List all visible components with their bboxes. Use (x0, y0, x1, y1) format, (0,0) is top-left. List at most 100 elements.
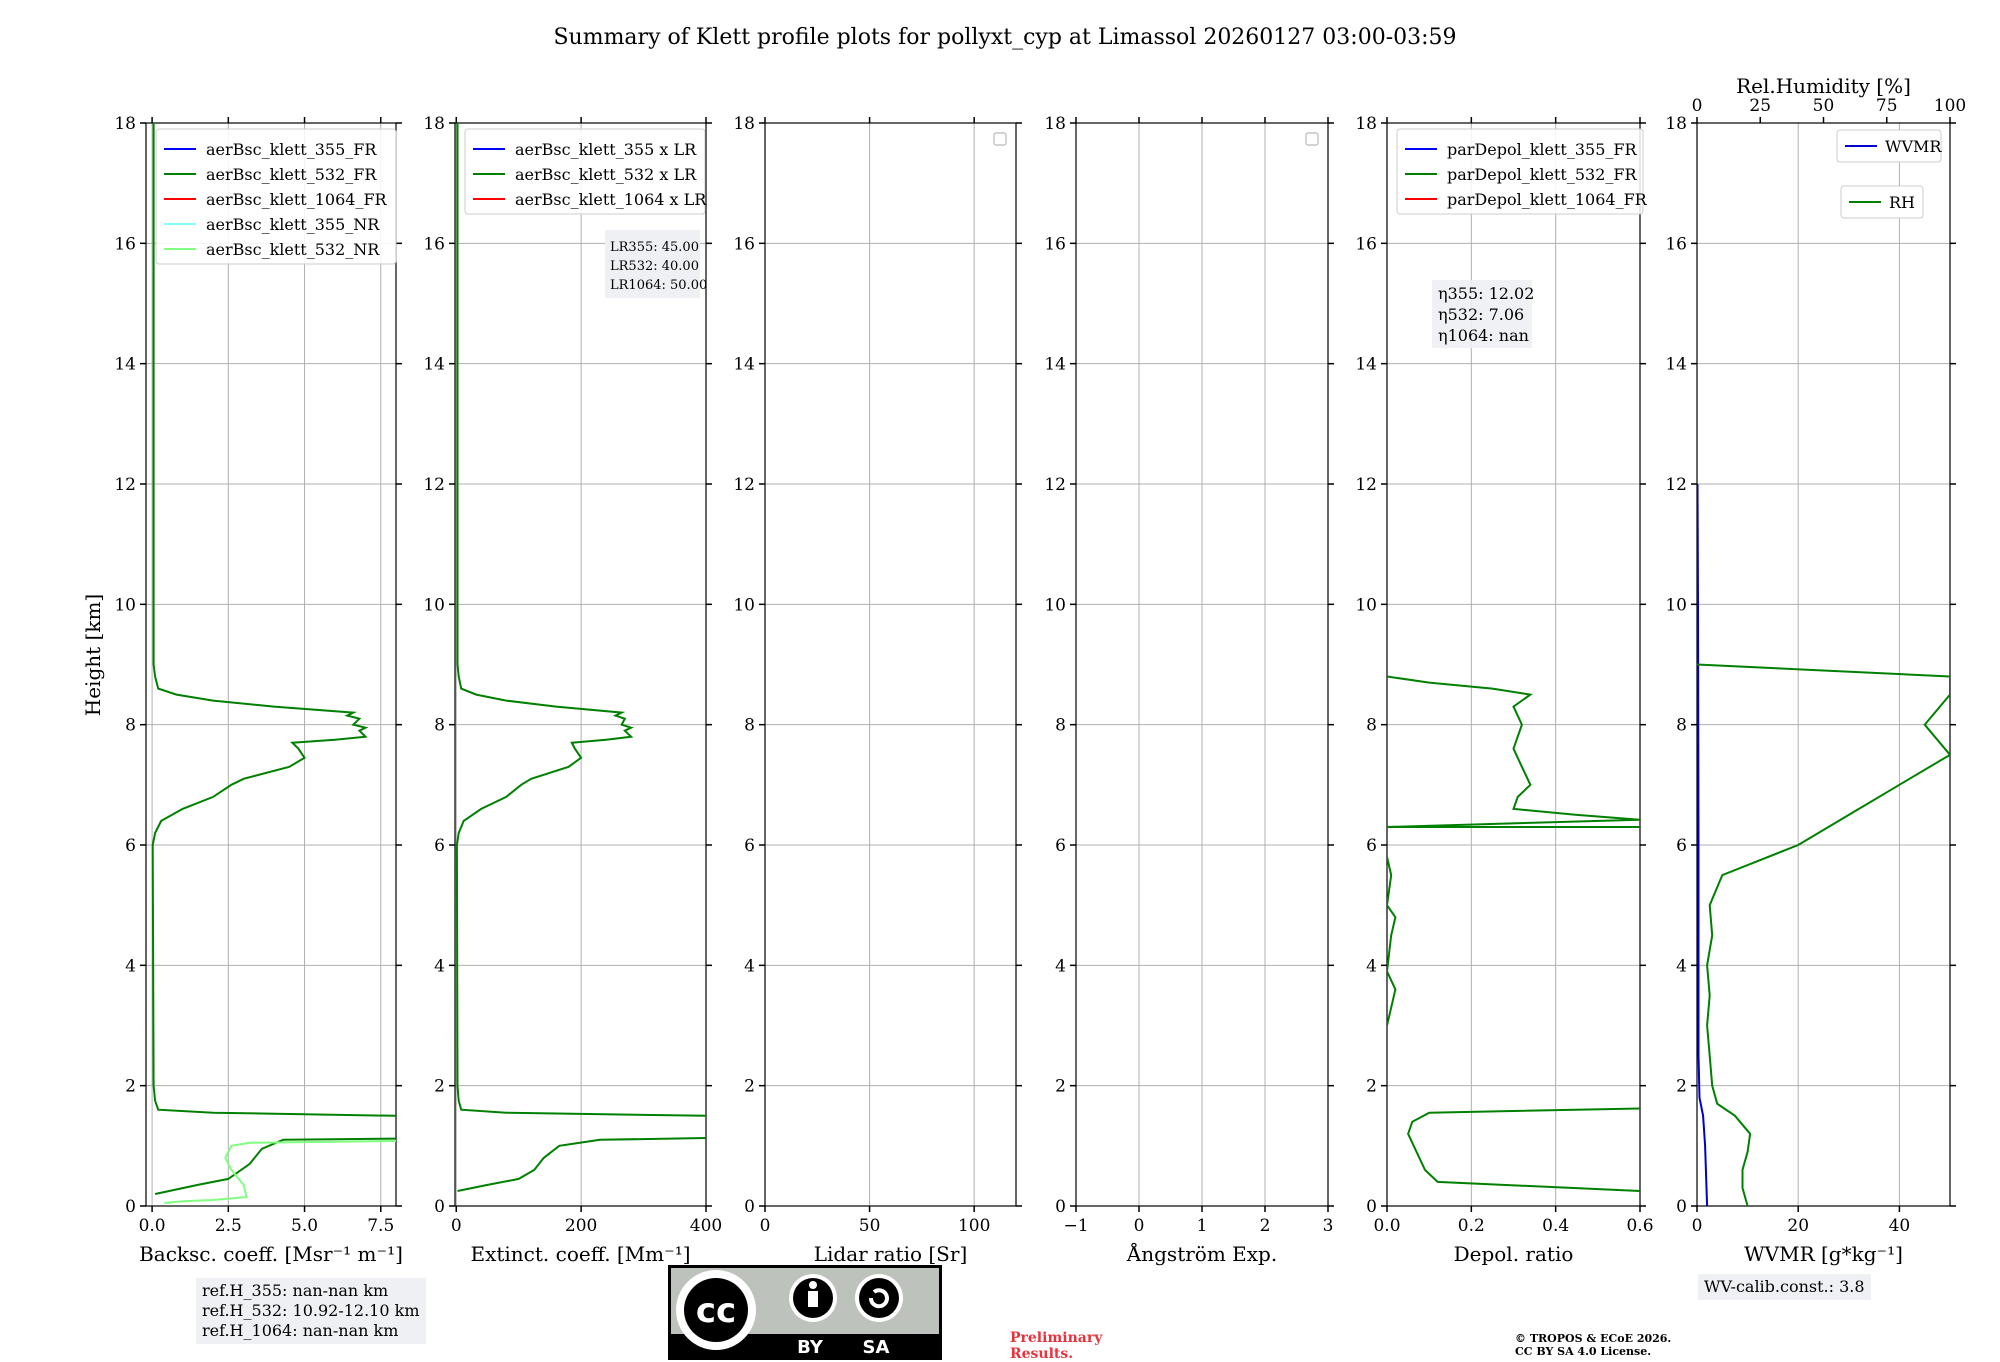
series-line-parDepol_klett_532_FR (1407, 1107, 1640, 1192)
series-line-parDepol_klett_532_FR_upper (1387, 675, 1640, 828)
y-tick-label: 16 (114, 234, 136, 254)
y-tick-label: 14 (423, 355, 445, 375)
y-tick-label: 4 (1676, 956, 1687, 976)
y-tick-label: 2 (1055, 1077, 1066, 1097)
series-line-aerBsc_klett_532_NR (164, 1140, 396, 1204)
x-tick-label: 40 (1889, 1216, 1911, 1236)
legend-label: RH (1889, 193, 1915, 212)
lr-annotation-box (605, 230, 700, 298)
reference-height-box: ref.H_355: nan-nan km ref.H_532: 10.92-1… (196, 1278, 426, 1344)
y-tick-label: 10 (733, 595, 755, 615)
y-tick-label: 14 (1665, 355, 1687, 375)
x2-tick-label: 75 (1876, 96, 1898, 116)
legend-box (155, 128, 397, 265)
x2-tick-label: 25 (1749, 96, 1771, 116)
person-icon (809, 1281, 817, 1289)
y-tick-label: 18 (1044, 114, 1066, 134)
x-tick-label: 0 (451, 1216, 462, 1236)
x-tick-label: 0 (1692, 1216, 1703, 1236)
x-tick-label: 0.4 (1542, 1216, 1569, 1236)
legend-label: parDepol_klett_532_FR (1447, 165, 1638, 184)
y-tick-label: 4 (744, 956, 755, 976)
legend-label: WVMR (1885, 137, 1942, 156)
y-tick-label: 4 (1366, 956, 1377, 976)
y-tick-label: 18 (1355, 114, 1377, 134)
y-tick-label: 0 (744, 1197, 755, 1217)
y-tick-label: 18 (114, 114, 136, 134)
refh-1064: ref.H_1064: nan-nan km (202, 1321, 399, 1340)
y-tick-label: 12 (1355, 475, 1377, 495)
y-tick-label: 14 (114, 355, 136, 375)
y-tick-label: 12 (423, 475, 445, 495)
x-axis-label: Backsc. coeff. [Msr⁻¹ m⁻¹] (139, 1242, 403, 1266)
y-tick-label: 8 (1366, 716, 1377, 736)
legend-label: aerBsc_klett_532 x LR (515, 165, 697, 184)
x-tick-label: 2 (1260, 1216, 1271, 1236)
x-axis-label: WVMR [g*kg⁻¹] (1744, 1242, 1903, 1266)
axes-frame (1386, 122, 1641, 1207)
y-tick-label: 2 (1676, 1077, 1687, 1097)
badge-sa: SA (863, 1337, 890, 1358)
wv-calib-text: WV-calib.const.: 3.8 (1704, 1277, 1865, 1296)
y-tick-label: 6 (744, 836, 755, 856)
y-tick-label: 12 (733, 475, 755, 495)
y-tick-label: 12 (1044, 475, 1066, 495)
lr-annotation: LR1064: 50.00 (610, 278, 707, 293)
legend-label: aerBsc_klett_532_FR (206, 165, 377, 184)
y-tick-label: 2 (125, 1077, 136, 1097)
panel-5: 0 2 4 6 8 10 12 14 16 18 0.0 0.2 0.4 0.6 Depol. ratio p… (1355, 114, 1653, 1266)
empty-legend-box (1305, 132, 1319, 146)
cc-inner-circle (684, 1278, 748, 1342)
legend-label: aerBsc_klett_355_FR (206, 140, 377, 159)
y-tick-label: 4 (1055, 956, 1066, 976)
y-tick-label: 8 (125, 716, 136, 736)
y-tick-label: 10 (1355, 595, 1377, 615)
empty-legend-box (993, 132, 1007, 146)
y-tick-label: 6 (434, 836, 445, 856)
x-tick-label: 20 (1787, 1216, 1809, 1236)
panel-1: 0 2 4 6 8 10 12 14 16 18 0.0 2.5 5.0 7.5 Backsc. coeff… (114, 114, 403, 1266)
legend-label: parDepol_klett_355_FR (1447, 140, 1638, 159)
series-line-parDepol_klett_532_FR_low (1387, 856, 1397, 1026)
series-line-WVMR (1697, 483, 1709, 1206)
legend-label: aerBsc_klett_1064 x LR (515, 190, 707, 209)
y-tick-label: 6 (1366, 836, 1377, 856)
x-tick-label: 5.0 (291, 1216, 318, 1236)
share-alike-icon (868, 1288, 889, 1309)
y-tick-label: 12 (1665, 475, 1687, 495)
x-tick-label: 0.0 (1373, 1216, 1400, 1236)
x-tick-label: 50 (859, 1216, 881, 1236)
y-tick-label: 16 (1044, 234, 1066, 254)
x2-tick-label: 100 (1934, 96, 1966, 116)
x2-tick-label: 0 (1692, 96, 1703, 116)
x-tick-label: 400 (690, 1216, 722, 1236)
y-tick-label: 6 (1055, 836, 1066, 856)
y-tick-label: 8 (1055, 716, 1066, 736)
axes-frame (145, 122, 397, 1207)
eta-annotation-box (1432, 280, 1532, 348)
lr-annotation: LR532: 40.00 (610, 259, 699, 274)
x-tick-label: 0.6 (1626, 1216, 1653, 1236)
x-axis-label: Extinct. coeff. [Mm⁻¹] (470, 1242, 690, 1266)
y-tick-label: 10 (423, 595, 445, 615)
y-tick-label: 14 (1044, 355, 1066, 375)
legend-box (464, 128, 706, 215)
refh-355: ref.H_355: nan-nan km (202, 1281, 389, 1300)
y-tick-label: 6 (1676, 836, 1687, 856)
legend-label: parDepol_klett_1064_FR (1447, 190, 1648, 209)
y-tick-label: 16 (423, 234, 445, 254)
x-tick-label: 0.0 (139, 1216, 166, 1236)
figure-title: Summary of Klett profile plots for polly… (553, 25, 1456, 50)
x-tick-label: 2.5 (215, 1216, 242, 1236)
x-tick-label: 200 (565, 1216, 597, 1236)
preliminary-note: Preliminary Results. (1010, 1330, 1103, 1362)
y-tick-label: 4 (125, 956, 136, 976)
x-axis-label: Lidar ratio [Sr] (814, 1242, 968, 1266)
eta-annotation: η1064: nan (1438, 326, 1529, 345)
y-tick-label: 10 (1665, 595, 1687, 615)
